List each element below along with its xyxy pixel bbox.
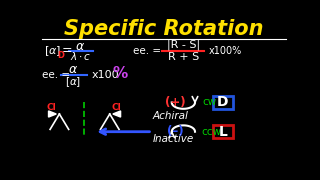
Text: $\lambda\cdot c$: $\lambda\cdot c$ [69,50,91,62]
Text: $\alpha$: $\alpha$ [68,63,78,76]
Text: Inactive: Inactive [152,134,194,144]
Text: R + S: R + S [168,52,199,62]
Text: =: = [62,44,72,57]
Text: $[\alpha]$: $[\alpha]$ [44,44,61,58]
Polygon shape [49,111,56,117]
Text: cw: cw [203,97,217,107]
Text: ee. =: ee. = [42,71,70,80]
Text: Specific Rotation: Specific Rotation [64,19,264,39]
Text: ccw: ccw [201,127,221,137]
Text: Cl: Cl [111,103,121,112]
Text: %: % [112,66,127,82]
Text: Achiral: Achiral [152,111,188,121]
Text: x100%: x100% [209,46,242,56]
Text: x100: x100 [92,71,120,80]
Polygon shape [113,111,121,117]
Text: Cl: Cl [47,103,57,112]
Text: (–): (–) [167,125,184,138]
Text: $\alpha$: $\alpha$ [75,40,85,53]
Text: D: D [57,51,64,60]
Text: D: D [217,95,229,109]
Text: |R - S|: |R - S| [167,39,200,50]
Text: $[\alpha]$: $[\alpha]$ [65,75,81,89]
Text: (+): (+) [165,96,186,109]
Text: L: L [219,125,227,139]
Text: ee. =: ee. = [133,46,161,56]
